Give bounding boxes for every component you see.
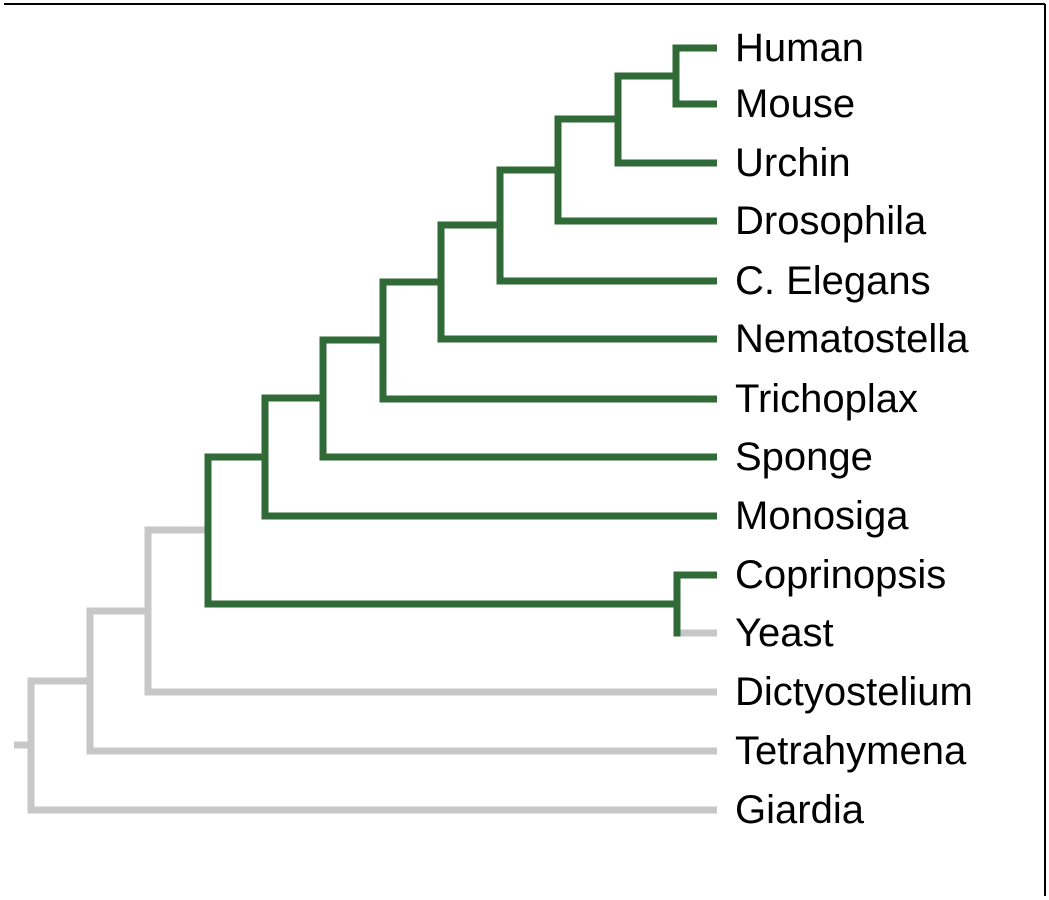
- leaf-label-sponge: Sponge: [735, 437, 873, 477]
- leaf-label-nematostella: Nematostella: [735, 319, 968, 359]
- leaf-label-human: Human: [735, 28, 864, 68]
- leaf-label-trichoplax: Trichoplax: [735, 379, 918, 419]
- leaf-label-mouse: Mouse: [735, 84, 855, 124]
- leaf-label-urchin: Urchin: [735, 143, 851, 183]
- leaf-label-drosophila: Drosophila: [735, 201, 926, 241]
- leaf-label-dictyostelium: Dictyostelium: [735, 672, 973, 712]
- leaf-label-yeast: Yeast: [735, 613, 834, 653]
- leaf-label-monosiga: Monosiga: [735, 496, 908, 536]
- leaf-label-tetrahymena: Tetrahymena: [735, 731, 966, 771]
- leaf-label-celegans: C. Elegans: [735, 261, 931, 301]
- leaf-label-giardia: Giardia: [735, 790, 864, 830]
- leaf-label-coprinopsis: Coprinopsis: [735, 555, 946, 595]
- phylo-tree-container: Human Mouse Urchin Drosophila C. Elegans Nema…: [0, 0, 1049, 900]
